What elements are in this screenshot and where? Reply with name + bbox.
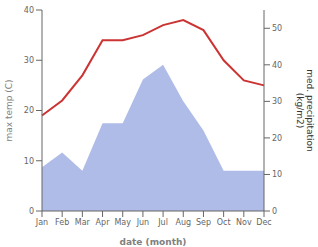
svg-text:Nov: Nov [236,218,252,227]
svg-text:20: 20 [24,106,34,115]
svg-text:May: May [114,218,131,227]
svg-text:Mar: Mar [75,218,91,227]
svg-text:30: 30 [272,97,282,106]
svg-text:0: 0 [29,207,34,216]
svg-text:0: 0 [272,207,277,216]
svg-text:Jun: Jun [136,218,150,227]
svg-text:max temp (C): max temp (C) [8,79,14,141]
svg-text:40: 40 [272,61,282,70]
svg-text:50: 50 [272,24,282,33]
svg-text:40: 40 [24,6,34,15]
svg-text:Apr: Apr [96,218,111,227]
svg-text:10: 10 [24,157,34,166]
svg-text:20: 20 [272,134,282,143]
svg-text:Aug: Aug [175,218,191,227]
svg-text:Sep: Sep [196,218,211,227]
svg-text:Jul: Jul [157,218,168,227]
svg-text:Jan: Jan [35,218,48,227]
svg-text:date (month): date (month) [120,237,187,247]
svg-text:Dec: Dec [256,218,271,227]
svg-text:30: 30 [24,56,34,65]
svg-text:Oct: Oct [217,218,231,227]
svg-text:Feb: Feb [55,218,69,227]
svg-text:med. precipitation(kg/m2): med. precipitation(kg/m2) [295,69,310,151]
svg-text:10: 10 [272,170,282,179]
